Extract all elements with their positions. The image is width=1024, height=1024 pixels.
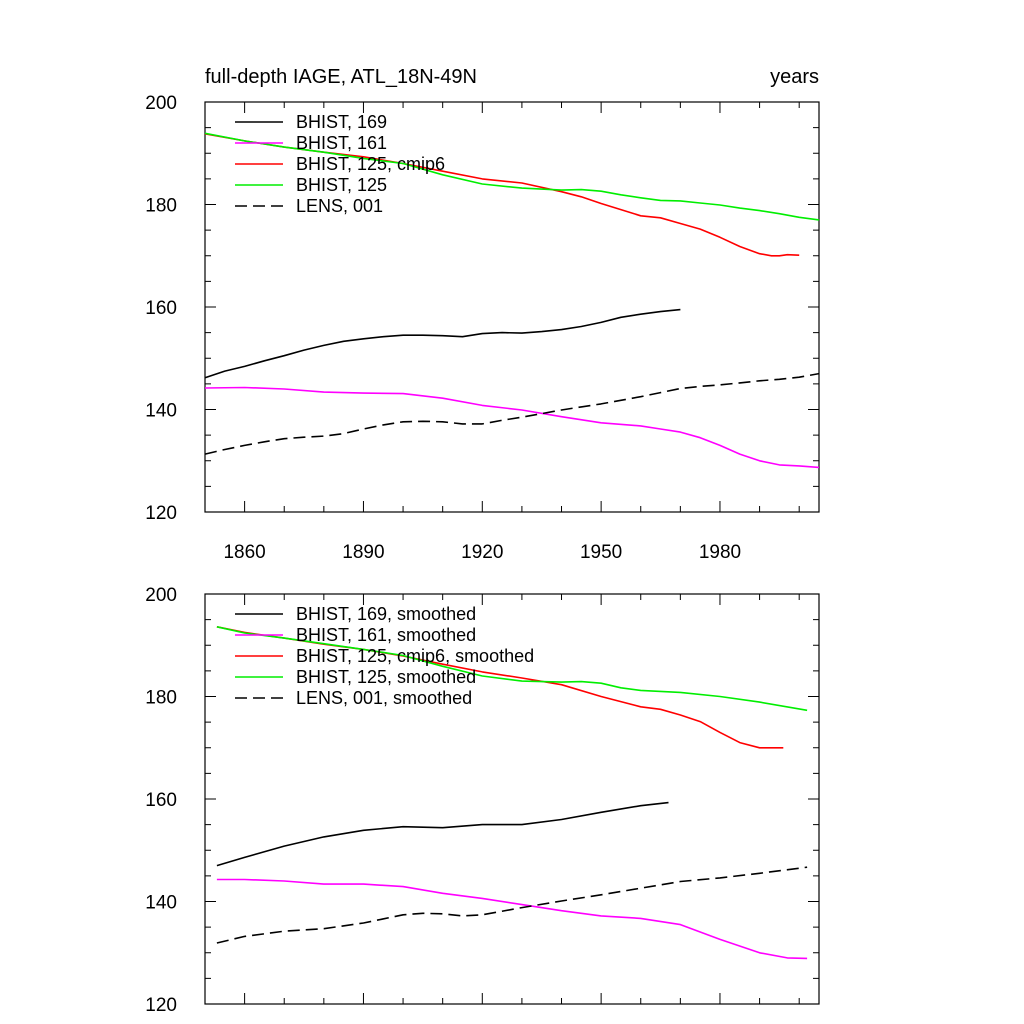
y-tick-label: 120 [145,503,177,524]
legend-label: BHIST, 125, cmip6, smoothed [296,646,534,666]
chart-title: full-depth IAGE, ATL_18N-49N [205,66,477,88]
legend-label: BHIST, 125, cmip6 [296,154,445,174]
legend-label: BHIST, 161, smoothed [296,625,476,645]
y-tick-label: 180 [145,196,177,217]
y-tick-label: 180 [145,688,177,709]
x-tick-label: 1920 [461,542,503,563]
y-tick-label: 160 [145,790,177,811]
series-line [204,308,681,379]
y-tick-label: 200 [145,93,177,114]
series-line [216,626,808,712]
y-tick-label: 120 [145,995,177,1016]
legend-label: BHIST, 161 [296,133,387,153]
x-tick-label: 1980 [699,542,741,563]
y-tick-label: 160 [145,298,177,319]
y-tick-label: 140 [145,401,177,422]
series-line [204,386,820,469]
units-label: years [770,66,819,88]
series-line [216,866,808,944]
legend-label: BHIST, 125, smoothed [296,667,476,687]
series-line [216,801,669,867]
y-tick-label: 200 [145,585,177,606]
top-panel: full-depth IAGE, ATL_18N-49N years 120 14… [145,66,820,563]
legend-label: LENS, 001, smoothed [296,688,472,708]
series-line [204,372,820,455]
top-plot-area: 120 140 160 180 200 1860 1890 1920 1950 1980 BHIST… [145,93,820,563]
x-tick-label: 1950 [580,542,622,563]
x-tick-label: 1890 [342,542,384,563]
legend-label: BHIST, 125 [296,175,387,195]
series-line [204,133,800,257]
legend-label: BHIST, 169, smoothed [296,604,476,624]
series-line [204,132,820,221]
series-line [216,878,808,960]
legend-label: LENS, 001 [296,196,383,216]
y-tick-label: 140 [145,893,177,914]
x-tick-label: 1860 [223,542,265,563]
legend-label: BHIST, 169 [296,112,387,132]
